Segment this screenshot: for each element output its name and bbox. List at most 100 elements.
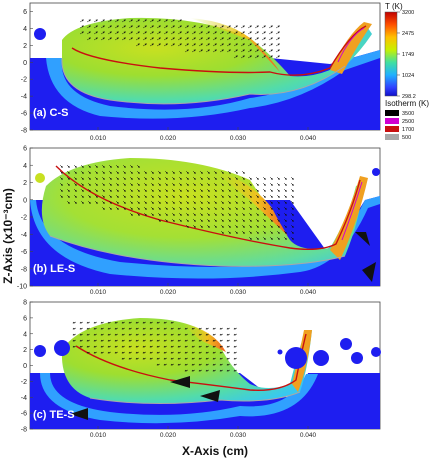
velocity-arrow [114, 37, 119, 41]
velocity-arrow [164, 188, 168, 192]
velocity-arrow [241, 212, 245, 216]
velocity-arrow [79, 327, 84, 330]
velocity-arrow [93, 19, 98, 23]
velocity-arrow [135, 357, 140, 360]
velocity-arrow [149, 339, 154, 342]
colorbar-tick-label: 1024 [402, 73, 414, 79]
velocity-arrow [275, 49, 280, 53]
x-tick-label: 0.010 [90, 289, 107, 296]
velocity-arrow [72, 345, 77, 348]
velocity-arrow [164, 170, 168, 174]
velocity-arrow [86, 327, 91, 330]
velocity-arrow [262, 230, 266, 234]
velocity-arrow [248, 194, 252, 198]
velocity-arrow [100, 351, 105, 354]
velocity-arrow [219, 25, 224, 29]
velocity-arrow [199, 182, 203, 186]
velocity-arrow [122, 194, 126, 198]
velocity-arrow [212, 25, 217, 29]
velocity-arrow [254, 31, 259, 35]
velocity-arrow [142, 321, 147, 324]
velocity-arrow [184, 327, 189, 330]
velocity-arrow [227, 218, 231, 222]
velocity-arrow [227, 230, 231, 234]
velocity-arrow [269, 212, 273, 216]
velocity-arrow [114, 25, 119, 29]
velocity-arrow [213, 170, 217, 174]
velocity-arrow [199, 224, 203, 228]
velocity-arrow [142, 43, 147, 47]
velocity-arrow [171, 212, 175, 216]
velocity-arrow [149, 37, 154, 41]
velocity-arrow [219, 357, 224, 360]
velocity-arrow [142, 339, 147, 342]
y-tick-label: -2 [21, 215, 27, 222]
velocity-arrow [171, 176, 175, 180]
velocity-arrow [150, 176, 154, 180]
y-axis-label: Z-Axis (x10⁻³cm) [1, 188, 15, 284]
velocity-arrow [262, 194, 266, 198]
velocity-arrow [80, 164, 84, 168]
velocity-arrow [73, 194, 77, 198]
velocity-arrow [79, 321, 84, 324]
velocity-arrow [121, 37, 126, 41]
velocity-arrow [233, 327, 238, 330]
velocity-arrow [142, 327, 147, 330]
velocity-arrow [170, 321, 175, 324]
velocity-arrow [79, 345, 84, 348]
velocity-arrow [275, 43, 280, 47]
velocity-arrow [178, 218, 182, 222]
velocity-arrow [135, 339, 140, 342]
velocity-arrow [255, 200, 259, 204]
velocity-arrow [115, 206, 119, 210]
velocity-arrow [227, 206, 231, 210]
velocity-arrow [87, 170, 91, 174]
velocity-arrow [107, 37, 112, 41]
velocity-arrow [163, 363, 168, 366]
velocity-arrow [184, 31, 189, 35]
velocity-arrow [170, 363, 175, 366]
velocity-arrow [150, 206, 154, 210]
velocity-arrow [108, 200, 112, 204]
velocity-arrow [128, 357, 133, 360]
velocity-arrow [275, 31, 280, 35]
velocity-arrow [184, 369, 189, 372]
velocity-arrow [72, 339, 77, 342]
velocity-arrow [121, 351, 126, 354]
velocity-arrow [163, 333, 168, 336]
velocity-arrow [164, 200, 168, 204]
velocity-arrow [59, 182, 63, 186]
velocity-arrow [283, 182, 287, 186]
velocity-arrow [206, 188, 210, 192]
velocity-arrow [240, 55, 245, 59]
velocity-arrow [262, 182, 266, 186]
velocity-arrow [86, 351, 91, 354]
velocity-arrow [59, 164, 63, 168]
velocity-arrow [163, 345, 168, 348]
velocity-arrow [227, 194, 231, 198]
velocity-arrow [220, 218, 224, 222]
velocity-arrow [205, 31, 210, 35]
velocity-arrow [93, 25, 98, 29]
velocity-arrow [157, 218, 161, 222]
velocity-arrow [178, 200, 182, 204]
velocity-arrow [283, 176, 287, 180]
velocity-arrow [136, 212, 140, 216]
velocity-arrow [205, 25, 210, 29]
velocity-arrow [156, 321, 161, 324]
velocity-arrow [269, 218, 273, 222]
velocity-arrow [206, 212, 210, 216]
velocity-arrow [122, 164, 126, 168]
velocity-arrow [135, 321, 140, 324]
velocity-arrow [234, 194, 238, 198]
velocity-arrow [129, 206, 133, 210]
velocity-arrow [150, 182, 154, 186]
velocity-arrow [101, 164, 105, 168]
velocity-arrow [255, 212, 259, 216]
velocity-arrow [177, 43, 182, 47]
y-tick-label: 2 [23, 180, 27, 187]
velocity-arrow [101, 176, 105, 180]
velocity-arrow [213, 194, 217, 198]
velocity-arrow [212, 333, 217, 336]
velocity-arrow [276, 188, 280, 192]
